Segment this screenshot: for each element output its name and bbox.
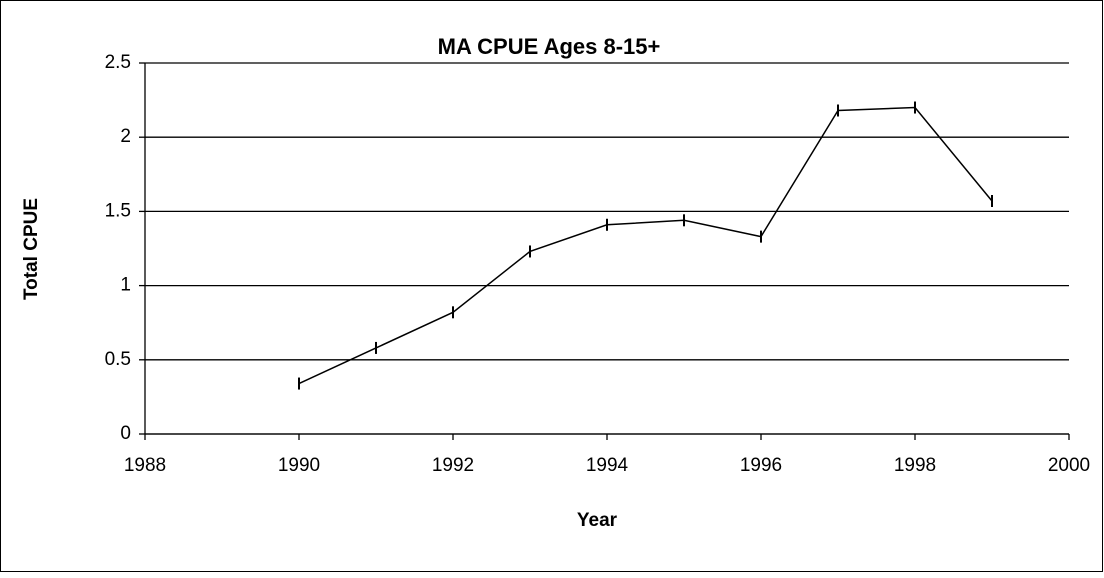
y-axis-label: Total CPUE	[21, 198, 42, 300]
x-axis-label: Year	[577, 510, 618, 531]
x-tick-label: 1998	[894, 455, 936, 476]
series-line	[298, 106, 993, 385]
chart-title: MA CPUE Ages 8-15+	[438, 34, 661, 59]
x-tick-label: 1990	[278, 455, 320, 476]
y-tick-label: 2	[120, 126, 131, 147]
x-tick-label: 1996	[740, 455, 782, 476]
y-tick-label: 1	[120, 275, 131, 296]
x-tick-label: 1992	[432, 455, 474, 476]
y-tick-label: 0.5	[105, 349, 131, 370]
x-tick-label: 1988	[124, 455, 166, 476]
y-tick-label: 0	[120, 423, 131, 444]
y-tick-label: 2.5	[105, 52, 131, 73]
x-tick-label: 1994	[586, 455, 629, 476]
y-tick-label: 1.5	[105, 200, 131, 221]
x-tick-label: 2000	[1048, 455, 1090, 476]
